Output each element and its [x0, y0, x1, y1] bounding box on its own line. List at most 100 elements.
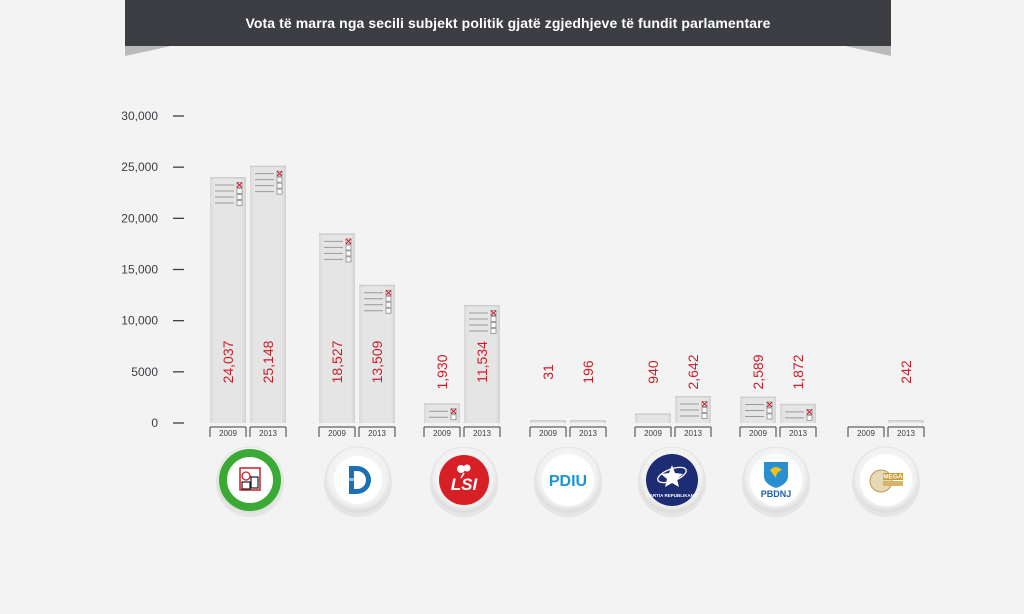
pr-logo-text: PARTIA REPUBLIKANE — [647, 493, 697, 498]
ps-emblem-rose — [241, 471, 251, 481]
ballot-checkbox — [345, 244, 352, 251]
bar-top-edge — [888, 420, 924, 422]
bar-top-edge — [780, 403, 816, 406]
ballot-check-mark — [701, 401, 708, 407]
ballot-checkbox — [490, 328, 497, 334]
ballot-check-mark — [766, 401, 773, 408]
ballot-checkbox — [236, 188, 243, 194]
bar-2009: 1,930 2009 — [423, 354, 461, 438]
pd-emblem — [349, 466, 371, 494]
y-tick-label: 30,000 — [121, 109, 158, 123]
pdiu-logo: PDIU — [534, 446, 602, 517]
bar-top-edge — [635, 413, 671, 415]
party-group: 2,589 2009 1,872 2013 — [739, 354, 817, 438]
bar-2013: 242 2013 — [887, 360, 925, 438]
bars-layer: 24,037 2009 25,148 2013 18,527 2009 13,509 2013… — [209, 165, 925, 438]
ballot-checkbox — [385, 307, 392, 314]
bar-top-edge — [424, 403, 460, 405]
ballot-check-mark — [490, 310, 497, 316]
ps-logo — [216, 446, 284, 517]
bar-2009: 18,527 2009 — [318, 233, 356, 438]
mega-logo-text: MEGA — [883, 474, 903, 481]
ballot-checkbox — [236, 200, 243, 206]
bar-top-edge — [464, 304, 500, 307]
ballot-checkbox — [766, 407, 773, 414]
lsi-rose — [463, 464, 471, 472]
bar-top-edge — [530, 420, 566, 422]
value-label: 940 — [645, 360, 661, 384]
lsi-logo: LSI — [430, 446, 498, 517]
logos-layer: LSI PDIU PARTIA REPUBLIKANE PBDNJ MEGA — [216, 446, 920, 517]
chart-title: Vota të marra nga secili subjekt politik… — [245, 15, 771, 31]
year-label: 2013 — [473, 429, 491, 438]
bar-2013: 13,509 2013 — [358, 284, 396, 438]
y-tick-label: 25,000 — [121, 160, 158, 174]
year-label: 2009 — [328, 429, 346, 438]
ballot-check-mark — [345, 238, 352, 245]
ballot-checkbox — [490, 316, 497, 322]
ballot-checkbox — [276, 182, 283, 189]
ballot-check-mark — [385, 289, 392, 296]
chart-title-banner: Vota të marra nga secili subjekt politik… — [125, 0, 891, 46]
bar-2013: 196 2013 — [569, 360, 607, 438]
bar-top-edge — [570, 420, 606, 422]
bar-2009: 31 2009 — [529, 364, 567, 438]
bar-top-edge — [675, 395, 711, 398]
pbdnj-logo-text: PBDNJ — [761, 489, 792, 499]
ballot-check-mark — [806, 408, 813, 415]
lsi-disc — [439, 455, 489, 505]
ballot-checkbox — [385, 301, 392, 308]
value-label: 242 — [898, 360, 914, 384]
lsi-rose-stem — [460, 472, 465, 479]
year-label: 2009 — [857, 429, 875, 438]
y-tick-label: 0 — [151, 416, 158, 430]
mega-band — [883, 481, 903, 486]
value-label: 31 — [540, 364, 556, 380]
ballot-checkbox — [450, 414, 457, 421]
year-label: 2013 — [579, 429, 597, 438]
ballot-check-mark — [236, 182, 243, 188]
bar-rect — [210, 177, 246, 423]
value-label: 2,642 — [685, 354, 701, 389]
year-label: 2013 — [368, 429, 386, 438]
pdiu-disc — [542, 454, 594, 506]
bar-rect — [250, 165, 286, 423]
ballot-check-mark — [276, 170, 283, 177]
y-tick-label: 5000 — [131, 365, 158, 379]
value-label: 2,589 — [750, 354, 766, 389]
bar-top-edge — [250, 165, 286, 168]
bar-2013: 11,534 2013 — [463, 304, 501, 438]
ballot-checkbox — [276, 188, 283, 195]
year-label: 2009 — [219, 429, 237, 438]
pd-emblem-accent — [349, 478, 354, 481]
bar-rect — [635, 413, 671, 423]
ballot-checkbox — [385, 295, 392, 302]
year-label: 2009 — [433, 429, 451, 438]
year-label: 2009 — [644, 429, 662, 438]
ballot-checkbox — [490, 322, 497, 328]
ps-emblem-box — [241, 481, 251, 490]
value-label: 1,930 — [434, 354, 450, 389]
lsi-rose — [457, 465, 465, 473]
year-label: 2013 — [259, 429, 277, 438]
y-tick-label: 15,000 — [121, 263, 158, 277]
bar-2009: 2,589 2009 — [739, 354, 777, 438]
year-label: 2009 — [539, 429, 557, 438]
bar-2009: 940 2009 — [634, 360, 672, 438]
party-group: 31 2009 196 2013 — [529, 360, 607, 438]
ballot-checkbox — [766, 413, 773, 420]
pd-disc — [334, 456, 382, 504]
value-label: 196 — [580, 360, 596, 384]
value-label: 25,148 — [260, 340, 276, 383]
value-label: 1,872 — [790, 354, 806, 389]
year-label: 2009 — [749, 429, 767, 438]
ballot-check-mark — [450, 408, 457, 415]
bar-top-edge — [359, 284, 395, 287]
year-label: 2013 — [897, 429, 915, 438]
party-group: 2009 242 2013 — [847, 360, 925, 438]
bar-2009: 2009 — [847, 426, 885, 438]
ballot-checkbox — [701, 413, 708, 419]
bar-rect — [359, 284, 395, 423]
ballot-checkbox — [701, 407, 708, 413]
